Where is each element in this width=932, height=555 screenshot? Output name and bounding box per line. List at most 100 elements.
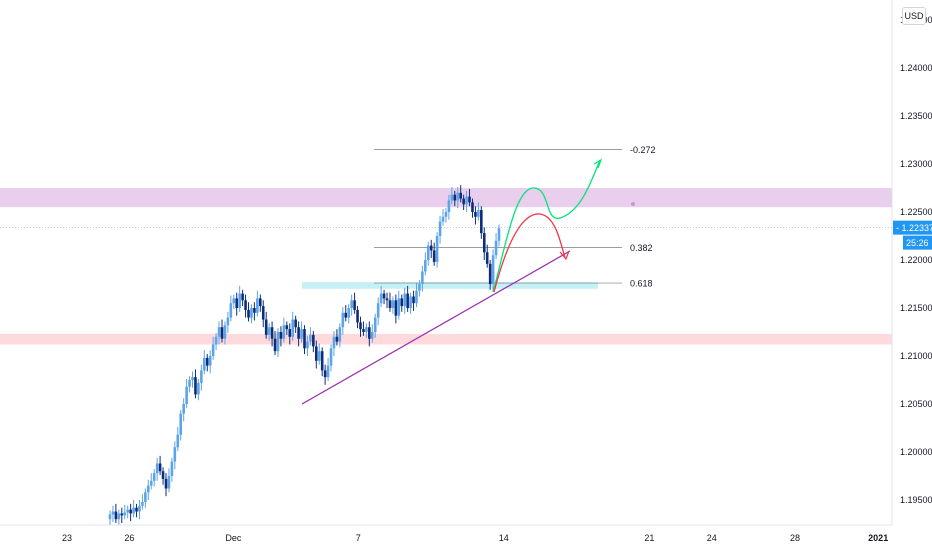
candle-body bbox=[347, 308, 351, 318]
candle-body bbox=[362, 329, 365, 332]
candle-body bbox=[300, 329, 303, 339]
candle-body bbox=[205, 357, 209, 366]
candle-body bbox=[114, 511, 118, 520]
candle-body bbox=[359, 322, 362, 330]
x-tick-label: 7 bbox=[356, 533, 361, 543]
y-tick-label: 1.21000 bbox=[900, 351, 932, 361]
candle-body bbox=[459, 192, 462, 199]
candle-body bbox=[320, 351, 324, 371]
candle-body bbox=[285, 325, 289, 330]
candle-body bbox=[474, 212, 477, 217]
zone-marker bbox=[631, 202, 635, 206]
candle-body bbox=[282, 325, 286, 339]
candle-body bbox=[132, 507, 135, 514]
candle-body bbox=[273, 338, 277, 352]
currency-badge[interactable]: USD bbox=[902, 7, 926, 25]
candle-body bbox=[247, 309, 250, 318]
candle-body bbox=[144, 492, 147, 502]
candle-body bbox=[158, 463, 162, 472]
candle-body bbox=[426, 245, 430, 260]
y-tick-label: 1.22500 bbox=[900, 207, 932, 217]
x-tick-label: 28 bbox=[790, 533, 800, 543]
candle-body bbox=[170, 461, 174, 476]
countdown-label: 25:26 bbox=[906, 238, 929, 248]
candle-body bbox=[409, 296, 412, 308]
candle-body bbox=[194, 377, 197, 395]
candle-body bbox=[415, 290, 418, 304]
candle-body bbox=[397, 298, 401, 316]
candle-body bbox=[326, 365, 330, 378]
candle-body bbox=[208, 356, 212, 366]
candle-body bbox=[335, 336, 339, 342]
candle-body bbox=[126, 509, 129, 513]
candle-body bbox=[382, 293, 386, 299]
candle-body bbox=[203, 357, 206, 371]
candle-body bbox=[353, 300, 356, 310]
zone-resistance bbox=[0, 188, 892, 208]
candle-body bbox=[480, 210, 483, 234]
candle-body bbox=[264, 319, 268, 335]
candle-body bbox=[453, 194, 457, 201]
candle-body bbox=[468, 196, 471, 203]
candle-body bbox=[485, 252, 489, 264]
countdown-tag bbox=[903, 235, 932, 250]
candle-body bbox=[317, 351, 321, 361]
candle-body bbox=[494, 240, 498, 256]
candle-body bbox=[309, 334, 312, 342]
candle-body bbox=[368, 327, 371, 339]
candle-body bbox=[152, 473, 156, 481]
candle-body bbox=[323, 370, 327, 378]
candle-body bbox=[164, 478, 168, 489]
x-tick-label: Dec bbox=[225, 533, 242, 543]
candle-body bbox=[482, 233, 486, 253]
bullish-arrow-head bbox=[593, 158, 603, 169]
candle-body bbox=[435, 236, 439, 262]
candle-body bbox=[456, 192, 460, 201]
candle-body bbox=[167, 476, 171, 489]
candle-body bbox=[332, 336, 336, 349]
fib-layer: -0.272 0.382 0.618 bbox=[374, 145, 656, 289]
candle-body bbox=[344, 312, 348, 318]
candle-body bbox=[200, 370, 203, 383]
candle-body bbox=[147, 485, 150, 493]
candle-body bbox=[465, 196, 468, 205]
x-tick-label: 14 bbox=[499, 533, 509, 543]
candle-body bbox=[276, 332, 280, 352]
candle-body bbox=[297, 327, 300, 339]
current-price-tag bbox=[893, 220, 932, 235]
candle-body bbox=[450, 194, 454, 201]
candle-body bbox=[256, 298, 259, 313]
candle-body bbox=[379, 293, 383, 304]
zones-layer bbox=[0, 188, 892, 345]
candle-body bbox=[270, 327, 274, 339]
y-tick-label: 1.24000 bbox=[900, 63, 932, 73]
candle-body bbox=[444, 212, 448, 217]
candle-body bbox=[267, 327, 271, 335]
candle-body bbox=[188, 380, 191, 387]
candle-body bbox=[173, 447, 177, 462]
candle-body bbox=[491, 255, 495, 284]
candle-body bbox=[226, 317, 230, 326]
y-tick-label: 1.22000 bbox=[900, 255, 932, 265]
fib-label-2: 0.618 bbox=[630, 279, 653, 289]
fib-label-1: 0.382 bbox=[630, 243, 653, 253]
candle-body bbox=[403, 293, 406, 307]
bullish-projection-path bbox=[492, 159, 601, 293]
candle-body bbox=[356, 309, 359, 323]
candle-body bbox=[306, 341, 309, 349]
candle-body bbox=[279, 332, 283, 339]
candle-body bbox=[141, 501, 144, 506]
candle-body bbox=[303, 329, 306, 349]
trendline bbox=[301, 250, 571, 405]
candle-body bbox=[471, 202, 474, 212]
candle-body bbox=[406, 293, 409, 308]
candle-body bbox=[429, 245, 433, 251]
y-tick-label: 1.20000 bbox=[900, 447, 932, 457]
candle-body bbox=[258, 298, 262, 307]
drawings-layer bbox=[301, 158, 635, 405]
candle-body bbox=[232, 298, 236, 304]
y-tick-label: 1.23500 bbox=[900, 111, 932, 121]
candle-body bbox=[220, 327, 224, 339]
